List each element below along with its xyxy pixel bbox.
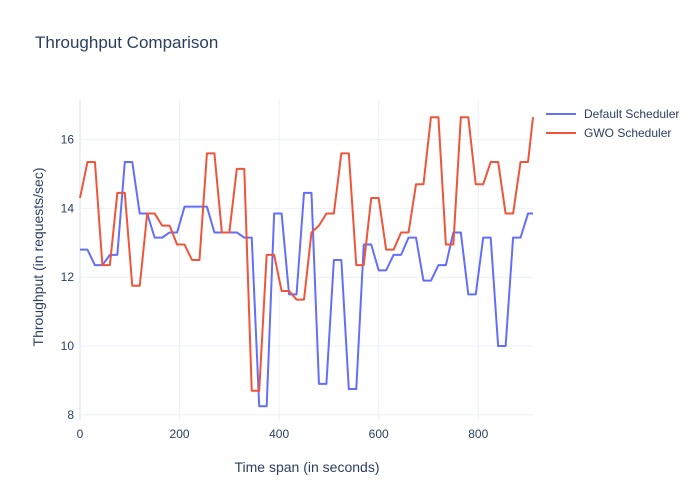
x-axis-title: Time span (in seconds)	[235, 459, 380, 475]
y-tick-label-2: 12	[61, 270, 75, 284]
legend-item-default[interactable]: Default Scheduler	[546, 104, 679, 123]
x-tick-label-0: 0	[77, 427, 84, 441]
legend: Default Scheduler GWO Scheduler	[546, 104, 679, 142]
series-line-1[interactable]	[79, 116, 534, 392]
y-axis-title: Throughput (in requests/sec)	[30, 168, 46, 347]
y-tick-label-0: 8	[67, 408, 74, 422]
tick-layer: 8 10 12 14 16 0 200 400 600 800	[61, 133, 489, 441]
series-layer	[79, 116, 534, 408]
legend-label-default: Default Scheduler	[584, 106, 680, 121]
x-tick-label-1: 200	[170, 427, 190, 441]
legend-swatch-default	[546, 112, 576, 115]
grid-layer	[79, 100, 533, 420]
legend-swatch-gwo	[546, 131, 576, 134]
legend-item-gwo[interactable]: GWO Scheduler	[546, 123, 679, 142]
y-tick-label-1: 10	[61, 339, 75, 353]
x-tick-label-4: 800	[468, 427, 488, 441]
y-tick-label-4: 16	[61, 133, 75, 147]
legend-label-gwo: GWO Scheduler	[584, 125, 672, 140]
chart-title: Throughput Comparison	[35, 33, 219, 52]
x-tick-label-2: 400	[269, 427, 289, 441]
series-line-0[interactable]	[80, 160, 533, 408]
y-tick-label-3: 14	[61, 201, 75, 215]
x-tick-label-3: 600	[369, 427, 389, 441]
